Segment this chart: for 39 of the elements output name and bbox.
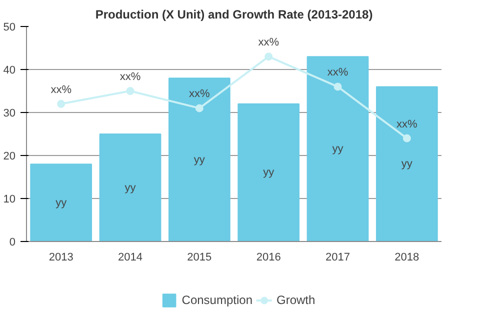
chart-title: Production (X Unit) and Growth Rate (2013-2018) bbox=[95, 8, 373, 22]
bar bbox=[376, 86, 438, 242]
point bbox=[334, 82, 342, 91]
x-tick-label: 2013 bbox=[48, 252, 74, 264]
y-tick-label: 50 bbox=[3, 22, 16, 34]
data-label: yy bbox=[124, 182, 136, 194]
data-label: yy bbox=[332, 143, 344, 156]
data-label: yy bbox=[194, 154, 206, 166]
point bbox=[402, 134, 411, 142]
point bbox=[57, 100, 66, 108]
x-tick-label: 2018 bbox=[394, 252, 420, 264]
bar bbox=[168, 78, 230, 242]
y-tick-label: 40 bbox=[3, 64, 16, 76]
data-label: xx% bbox=[327, 66, 348, 79]
x-tick-label: 2016 bbox=[256, 252, 281, 264]
point bbox=[195, 104, 204, 112]
data-label: yy bbox=[263, 166, 275, 179]
data-label: yy bbox=[56, 196, 68, 209]
bar bbox=[238, 103, 300, 242]
legend-label: Consumption bbox=[182, 293, 253, 307]
y-tick-label: 10 bbox=[3, 194, 16, 206]
bar bbox=[30, 164, 92, 242]
x-tick-label: 2015 bbox=[187, 252, 212, 264]
point bbox=[126, 87, 134, 95]
data-label: xx% bbox=[396, 118, 418, 130]
data-label: yy bbox=[401, 158, 413, 170]
x-tick-label: 2014 bbox=[118, 252, 142, 264]
data-label: xx% bbox=[50, 84, 72, 96]
data-label: xx% bbox=[258, 36, 280, 49]
legend-label: Growth bbox=[276, 293, 316, 307]
bar bbox=[99, 134, 162, 242]
y-tick-label: 20 bbox=[3, 150, 16, 162]
data-label: xx% bbox=[120, 71, 141, 83]
point bbox=[264, 52, 273, 61]
data-label: xx% bbox=[189, 88, 210, 100]
y-tick-label: 30 bbox=[3, 108, 16, 120]
y-tick-label: 0 bbox=[9, 236, 16, 248]
x-tick-label: 2017 bbox=[326, 252, 350, 264]
bar bbox=[306, 56, 369, 242]
